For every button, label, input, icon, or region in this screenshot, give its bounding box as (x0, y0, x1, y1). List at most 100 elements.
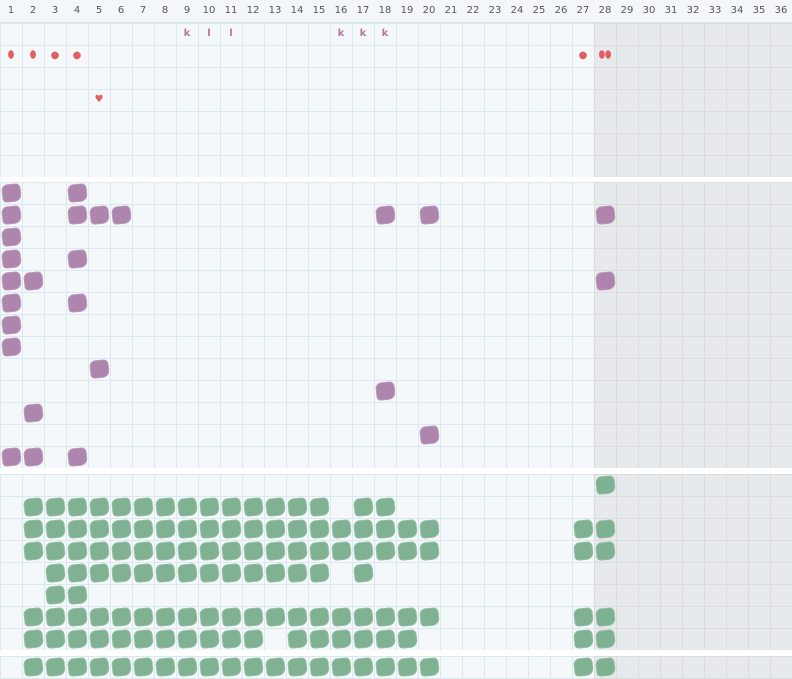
green-cell[interactable] (308, 606, 330, 628)
green-cell[interactable] (572, 606, 594, 628)
green-cell[interactable] (242, 496, 264, 518)
green-cell[interactable] (66, 496, 88, 518)
green-cell[interactable] (176, 496, 198, 518)
green-cell[interactable] (418, 656, 440, 678)
green-cell[interactable] (154, 562, 176, 584)
green-cell[interactable] (110, 628, 132, 650)
green-cell[interactable] (352, 496, 374, 518)
green-cell[interactable] (308, 540, 330, 562)
green-cell[interactable] (22, 606, 44, 628)
green-cell[interactable] (44, 562, 66, 584)
green-cell[interactable] (264, 606, 286, 628)
green-cell[interactable] (594, 606, 616, 628)
green-cell[interactable] (132, 656, 154, 678)
green-cell[interactable] (242, 628, 264, 650)
column-header-10[interactable]: 10 (202, 5, 216, 16)
column-header-34[interactable]: 34 (730, 5, 744, 16)
purple-cell[interactable] (22, 446, 44, 468)
green-cell[interactable] (88, 562, 110, 584)
purple-cell[interactable] (66, 292, 88, 314)
column-header-1[interactable]: 1 (7, 5, 15, 16)
purple-cell[interactable] (0, 204, 22, 226)
column-header-5[interactable]: 5 (95, 5, 103, 16)
green-cell[interactable] (88, 496, 110, 518)
annotation-cell[interactable]: k (352, 23, 374, 45)
column-header-19[interactable]: 19 (400, 5, 414, 16)
green-cell[interactable] (418, 518, 440, 540)
green-cell[interactable] (264, 540, 286, 562)
column-header-4[interactable]: 4 (73, 5, 81, 16)
purple-cell[interactable] (374, 204, 396, 226)
green-cell[interactable] (374, 606, 396, 628)
green-cell[interactable] (198, 656, 220, 678)
green-cell[interactable] (330, 606, 352, 628)
green-cell[interactable] (88, 518, 110, 540)
green-cell[interactable] (594, 656, 616, 678)
annotation-cell[interactable]: l (220, 23, 242, 45)
green-cell[interactable] (242, 606, 264, 628)
column-header-15[interactable]: 15 (312, 5, 326, 16)
green-cell[interactable] (286, 606, 308, 628)
green-cell[interactable] (220, 518, 242, 540)
green-cell[interactable] (572, 540, 594, 562)
green-cell[interactable] (176, 628, 198, 650)
green-cell[interactable] (418, 540, 440, 562)
green-cell[interactable] (594, 540, 616, 562)
green-cell[interactable] (22, 540, 44, 562)
annotation-cell[interactable]: ♥ (88, 89, 110, 111)
green-cell[interactable] (132, 606, 154, 628)
purple-cell[interactable] (0, 270, 22, 292)
column-header-6[interactable]: 6 (117, 5, 125, 16)
green-cell[interactable] (66, 518, 88, 540)
column-header-8[interactable]: 8 (161, 5, 169, 16)
green-cell[interactable] (286, 656, 308, 678)
column-header-9[interactable]: 9 (183, 5, 191, 16)
green-cell[interactable] (88, 656, 110, 678)
green-cell[interactable] (66, 540, 88, 562)
green-cell[interactable] (44, 606, 66, 628)
green-cell[interactable] (352, 562, 374, 584)
column-header-13[interactable]: 13 (268, 5, 282, 16)
green-cell[interactable] (396, 540, 418, 562)
green-cell[interactable] (374, 518, 396, 540)
green-cell[interactable] (66, 584, 88, 606)
purple-cell[interactable] (66, 182, 88, 204)
purple-cell[interactable] (418, 424, 440, 446)
purple-cell[interactable] (418, 204, 440, 226)
purple-cell[interactable] (22, 402, 44, 424)
green-cell[interactable] (308, 656, 330, 678)
green-cell[interactable] (198, 540, 220, 562)
green-cell[interactable] (154, 606, 176, 628)
purple-cell[interactable] (0, 292, 22, 314)
green-cell[interactable] (242, 656, 264, 678)
green-cell[interactable] (110, 496, 132, 518)
green-cell[interactable] (176, 562, 198, 584)
column-header-35[interactable]: 35 (752, 5, 766, 16)
green-cell[interactable] (308, 518, 330, 540)
green-cell[interactable] (396, 628, 418, 650)
green-cell[interactable] (242, 562, 264, 584)
green-cell[interactable] (44, 518, 66, 540)
green-cell[interactable] (220, 606, 242, 628)
green-cell[interactable] (22, 656, 44, 678)
green-cell[interactable] (44, 656, 66, 678)
green-cell[interactable] (176, 606, 198, 628)
green-cell[interactable] (418, 606, 440, 628)
green-cell[interactable] (286, 518, 308, 540)
column-header-36[interactable]: 36 (774, 5, 788, 16)
green-cell[interactable] (22, 496, 44, 518)
annotation-cell[interactable]: ⬮ (0, 45, 22, 67)
green-cell[interactable] (242, 518, 264, 540)
column-header-33[interactable]: 33 (708, 5, 722, 16)
green-cell[interactable] (264, 656, 286, 678)
column-header-18[interactable]: 18 (378, 5, 392, 16)
green-cell[interactable] (572, 628, 594, 650)
purple-cell[interactable] (594, 270, 616, 292)
green-cell[interactable] (132, 562, 154, 584)
green-cell[interactable] (594, 474, 616, 496)
green-cell[interactable] (352, 606, 374, 628)
column-header-14[interactable]: 14 (290, 5, 304, 16)
purple-cell[interactable] (66, 446, 88, 468)
annotation-cell[interactable]: k (374, 23, 396, 45)
green-cell[interactable] (264, 562, 286, 584)
